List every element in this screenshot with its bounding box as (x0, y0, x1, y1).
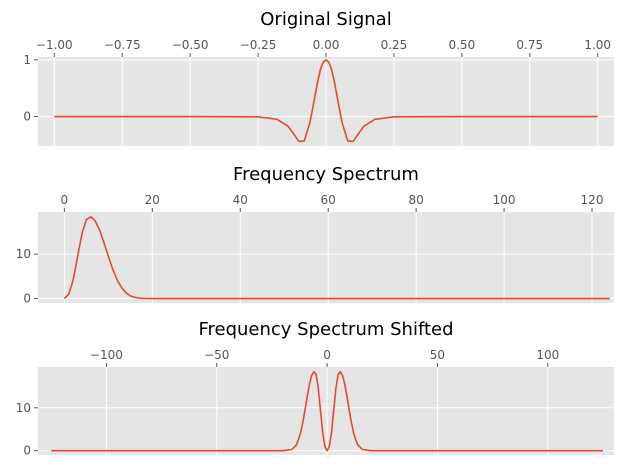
y-tick-label: 1 (23, 53, 31, 67)
x-tick-label: −100 (90, 348, 123, 362)
x-tick-label: 100 (536, 348, 559, 362)
x-tick-label: 40 (233, 193, 248, 207)
subplot-2: 0 20 40 60 80 100 120 0 10 Frequency Spectrum (16, 164, 614, 306)
subplot-1: −1.00 −0.75 −0.50 −0.25 0.00 0.25 0.50 0.75 1.00… (23, 9, 614, 146)
chart-title: Original Signal (260, 9, 391, 30)
x-tick-label: 60 (321, 193, 336, 207)
y-tick-label: 10 (16, 247, 31, 261)
x-tick-label: 80 (408, 193, 423, 207)
y-tick-label: 0 (23, 110, 31, 124)
chart-title: Frequency Spectrum Shifted (198, 319, 453, 340)
x-tick-label: 120 (581, 193, 604, 207)
x-tick-label: 100 (493, 193, 516, 207)
x-tick-label: 1.00 (584, 38, 611, 52)
series-line (63, 216, 610, 300)
series-line (51, 370, 603, 452)
x-tick-label: −50 (204, 348, 229, 362)
series-line (54, 59, 598, 143)
x-tick-label: 0.75 (516, 38, 543, 52)
y-tick-label: 0 (23, 444, 31, 458)
x-tick-label: −0.25 (240, 38, 277, 52)
x-tick-label: 0.50 (448, 38, 475, 52)
x-tick-label: 0.25 (381, 38, 408, 52)
x-tick-label: −0.50 (172, 38, 209, 52)
x-tick-label: 0 (61, 193, 69, 207)
x-tick-label: −1.00 (36, 38, 73, 52)
y-tick-label: 0 (23, 292, 31, 306)
x-tick-label: 20 (145, 193, 160, 207)
plot-area (38, 212, 614, 303)
plot-area (38, 367, 614, 455)
y-tick-label: 10 (16, 401, 31, 415)
x-tick-label: 50 (430, 348, 445, 362)
x-tick-label: −0.75 (104, 38, 141, 52)
subplot-3: −100 −50 0 50 100 0 10 Frequency Spectrum Shift… (16, 319, 614, 458)
chart-title: Frequency Spectrum (233, 164, 419, 185)
x-tick-label: 0.00 (313, 38, 340, 52)
x-tick-label: 0 (323, 348, 331, 362)
